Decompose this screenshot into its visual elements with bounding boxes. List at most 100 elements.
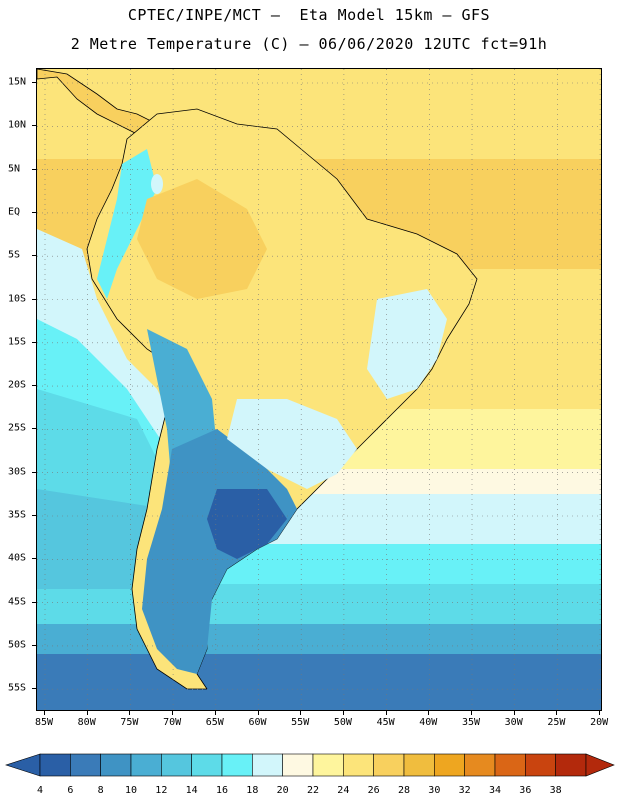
latitude-label: 5N	[8, 163, 21, 175]
longitude-label: 30W	[504, 717, 523, 728]
land-east-brazil-cool	[367, 289, 447, 399]
latitude-tick	[32, 385, 36, 387]
temperature-map	[37, 69, 601, 710]
longitude-label: 55W	[291, 717, 310, 728]
longitude-tick	[556, 711, 558, 715]
longitude-label: 35W	[461, 717, 481, 728]
colorbar-swatch	[161, 753, 192, 777]
colorbar-swatch	[221, 753, 253, 777]
land-south-brazil	[227, 399, 357, 489]
latitude-tick	[32, 168, 36, 170]
longitude-tick	[428, 711, 430, 715]
colorbar-swatch	[252, 753, 283, 777]
colorbar-swatch	[403, 753, 435, 777]
colorbar-swatch	[373, 753, 405, 777]
longitude-tick	[342, 711, 344, 715]
graticule	[37, 69, 601, 710]
longitude-tick	[471, 711, 472, 715]
colorbar-left-arrow	[5, 753, 41, 777]
colorbar-label: 22	[306, 785, 320, 796]
latitude-tick	[32, 515, 36, 516]
latitude-tick	[32, 298, 36, 300]
colorbar-swatch	[494, 753, 526, 777]
longitude-label: 45W	[376, 717, 395, 728]
colorbar-label: 10	[124, 785, 138, 796]
colorbar-swatch	[282, 753, 314, 777]
colorbar-label: 36	[519, 785, 532, 796]
latitude-label: 5S	[8, 249, 21, 261]
longitude-tick	[385, 711, 387, 715]
latitude-tick	[32, 688, 36, 690]
ocean-band-coldest	[37, 654, 601, 710]
latitude-tick	[32, 125, 36, 127]
colorbar-label: 34	[488, 785, 502, 796]
colorbar-label: 30	[428, 785, 441, 796]
colorbar-label: 4	[36, 785, 44, 796]
longitude-tick	[513, 711, 515, 715]
longitude-label: 60W	[248, 717, 267, 728]
colorbar-label: 18	[246, 785, 259, 796]
longitude-tick	[172, 711, 174, 715]
latitude-label: 15S	[8, 336, 27, 348]
longitude-label: 85W	[34, 717, 54, 728]
longitude-label: 70W	[163, 717, 182, 728]
latitude-label: 15N	[8, 76, 27, 88]
latitude-label: 50S	[8, 639, 27, 651]
land-amazon-warm	[137, 179, 267, 299]
colorbar-label: 6	[67, 785, 74, 796]
latitude-tick	[32, 644, 36, 646]
colorbar-right-arrow	[585, 753, 615, 777]
longitude-label: 50W	[333, 717, 352, 728]
colorbar-swatch	[312, 753, 344, 777]
longitude-label: 40W	[419, 717, 438, 728]
latitude-tick	[32, 211, 36, 213]
longitude-label: 75W	[120, 717, 139, 728]
map-title-line2: 2 Metre Temperature (C) – 06/06/2020 12U…	[70, 35, 548, 53]
ocean-band-colder	[37, 624, 601, 654]
latitude-label: 40S	[8, 552, 27, 564]
latitude-tick	[32, 428, 36, 430]
latitude-label: 20S	[8, 379, 27, 391]
colorbar-label: 32	[458, 785, 471, 796]
land-pampas-cold	[207, 489, 287, 559]
colorbar-label: 38	[549, 785, 562, 796]
colorbar-swatch	[191, 753, 223, 777]
lake-titicaca	[151, 174, 163, 194]
longitude-tick	[257, 711, 259, 715]
latitude-label: EQ	[8, 206, 21, 218]
colorbar-swatch	[39, 753, 71, 777]
colorbar-swatch	[130, 753, 162, 777]
land-andes-north	[97, 149, 157, 299]
latitude-tick	[32, 82, 36, 83]
longitude-tick	[300, 711, 302, 715]
longitude-tick	[599, 711, 601, 715]
latitude-label: 25S	[8, 422, 27, 434]
latitude-tick	[32, 255, 36, 257]
colorbar-swatch	[100, 753, 132, 777]
colorbar-label: 16	[215, 785, 229, 796]
longitude-label: 80W	[77, 717, 96, 728]
colorbar-swatch	[525, 753, 556, 777]
latitude-label: 10N	[8, 119, 27, 131]
longitude-tick	[214, 711, 216, 715]
ocean-band-cold	[37, 584, 601, 624]
longitude-label: 65W	[205, 717, 224, 728]
colorbar-label: 24	[337, 785, 350, 796]
latitude-label: 30S	[8, 466, 27, 478]
colorbar-label: 14	[185, 785, 198, 796]
longitude-label: 20W	[590, 717, 609, 728]
map-frame	[36, 68, 602, 711]
latitude-label: 55S	[8, 682, 27, 694]
latitude-tick	[32, 341, 36, 343]
colorbar-swatch	[343, 753, 374, 777]
latitude-label: 45S	[8, 596, 27, 608]
map-title-line1: CPTEC/INPE/MCT – Eta Model 15km – GFS	[127, 6, 491, 24]
longitude-tick	[86, 711, 88, 715]
latitude-label: 10S	[8, 293, 27, 304]
colorbar-label: 12	[155, 785, 168, 796]
longitude-tick	[44, 711, 45, 715]
colorbar-swatch	[434, 753, 465, 777]
latitude-tick	[32, 558, 36, 560]
colorbar	[5, 753, 615, 777]
colorbar-swatch	[70, 753, 101, 777]
